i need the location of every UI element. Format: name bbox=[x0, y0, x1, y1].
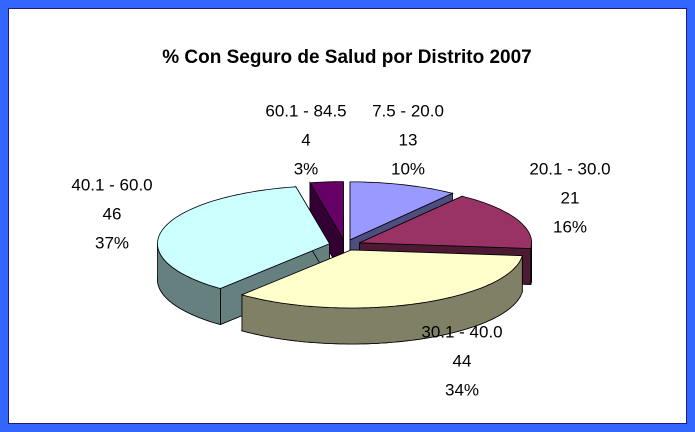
slice-percent: 3% bbox=[294, 159, 319, 178]
slice-value: 4 bbox=[301, 130, 310, 149]
slice bbox=[309, 181, 344, 242]
slice-label: 7.5 - 20.0 bbox=[372, 101, 444, 120]
slice-side bbox=[530, 242, 532, 285]
chart-title: % Con Seguro de Salud por Distrito 2007 bbox=[162, 47, 532, 68]
slice-label: 40.1 - 60.0 bbox=[71, 175, 152, 194]
slice-percent: 10% bbox=[391, 159, 425, 178]
slice-value: 44 bbox=[453, 351, 472, 370]
slice bbox=[240, 249, 523, 309]
chart-frame-inner bbox=[8, 8, 687, 424]
slice-value: 13 bbox=[399, 130, 418, 149]
slice-percent: 37% bbox=[95, 233, 129, 252]
slice-value: 21 bbox=[561, 188, 580, 207]
slice-label: 60.1 - 84.5 bbox=[265, 101, 346, 120]
slice-value: 46 bbox=[103, 204, 122, 223]
slice-percent: 16% bbox=[553, 217, 587, 236]
slice bbox=[359, 195, 532, 249]
slice-label: 20.1 - 30.0 bbox=[529, 159, 610, 178]
slice bbox=[349, 181, 454, 241]
slice bbox=[157, 186, 331, 289]
slice-percent: 34% bbox=[445, 380, 479, 399]
slice-label: 30.1 - 40.0 bbox=[421, 322, 502, 341]
